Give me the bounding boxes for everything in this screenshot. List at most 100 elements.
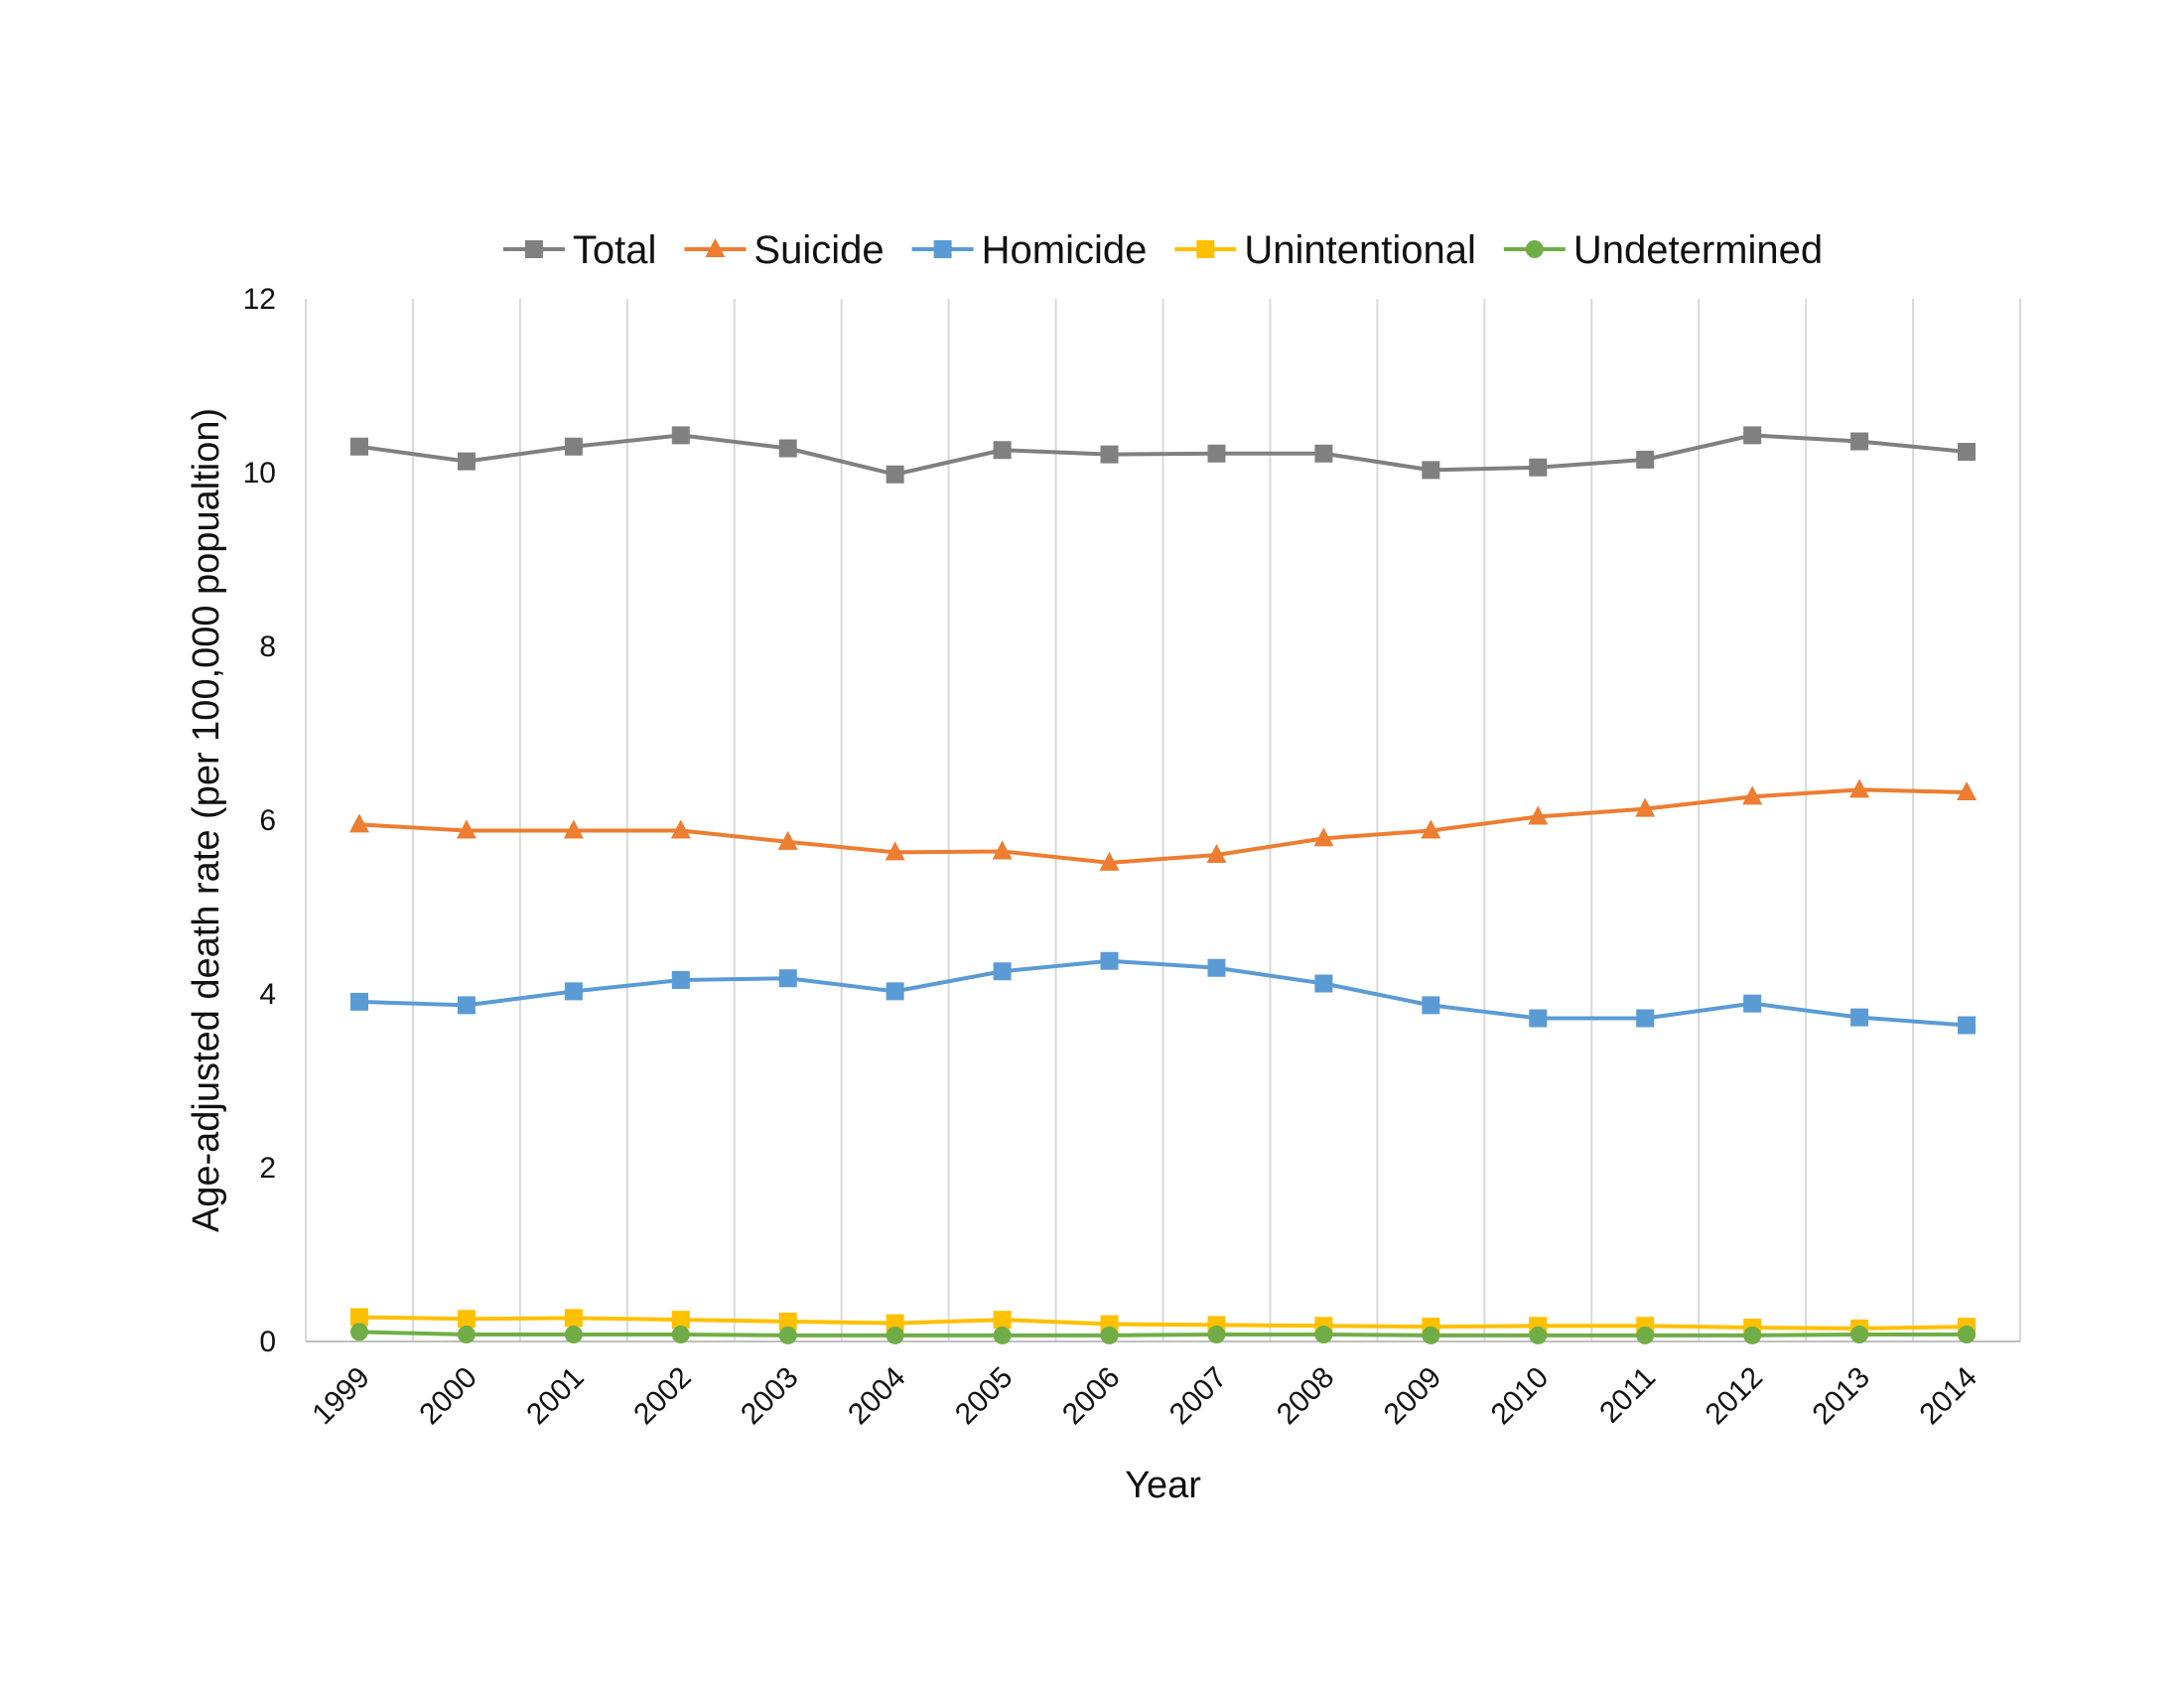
data-point-suicide [992,840,1013,860]
data-point-homicide [778,969,797,988]
data-point-homicide [1100,951,1119,970]
data-point-suicide [563,819,584,839]
series-suicide [348,778,1978,871]
y-tick-label: 0 [259,1326,276,1358]
data-point-homicide [1850,1008,1869,1027]
data-point-total [1529,458,1548,477]
x-tick-label: 2004 [842,1361,912,1432]
series-layer [348,426,1978,1344]
data-point-unintentional [671,1311,690,1330]
legend-label: Undetermined [1573,228,1823,272]
data-point-undetermined [457,1326,476,1343]
data-point-undetermined [886,1326,904,1344]
data-point-homicide [457,996,476,1015]
series-undetermined [349,1323,1977,1344]
legend: Total Suicide Homicide Unintentional Undeter… [502,228,1823,272]
x-tick-label: 2010 [1485,1361,1556,1432]
data-point-suicide [1849,778,1870,798]
data-point-undetermined [1958,1326,1977,1343]
data-point-homicide [886,982,904,1001]
x-tick-label: 2008 [1271,1361,1341,1432]
data-point-undetermined [349,1323,368,1341]
data-point-total [886,465,904,484]
data-point-suicide [1206,844,1227,863]
x-axis-title: Year [1125,1465,1201,1506]
data-point-undetermined [564,1326,583,1343]
data-point-homicide [1958,1016,1977,1035]
legend-item-homicide: Homicide [911,228,1148,272]
data-point-total [1314,444,1333,463]
data-point-homicide [1422,996,1440,1015]
data-point-undetermined [1422,1326,1440,1344]
data-point-total [1850,432,1869,451]
data-point-suicide [1742,785,1763,805]
data-point-total [1636,450,1655,469]
y-tick-label: 4 [259,978,276,1011]
y-axis-title: Age-adjusted death rate (per 100,000 pop… [186,408,227,1232]
x-tick-label: 1999 [306,1361,376,1432]
data-point-suicide [348,813,369,833]
legend-label: Suicide [753,228,884,272]
x-tick-label: 2003 [735,1361,805,1432]
data-point-undetermined [1100,1326,1119,1344]
data-point-undetermined [778,1326,797,1344]
data-point-unintentional [564,1309,583,1328]
x-tick-label: 2007 [1163,1361,1234,1432]
data-point-total [1100,445,1119,464]
data-point-suicide [1313,827,1334,847]
y-tick-label: 2 [259,1152,276,1185]
data-point-suicide [670,819,691,839]
legend-marker-homicide [933,240,952,258]
series-line-unintentional [358,1315,1968,1331]
x-tick-label: 2002 [627,1361,698,1432]
data-point-total [993,441,1012,460]
data-point-total [349,437,368,456]
data-point-homicide [1636,1009,1655,1028]
data-point-total [671,426,690,445]
data-point-unintentional [349,1308,368,1327]
legend-item-undetermined: Undetermined [1503,228,1823,272]
legend-marker-total [524,240,543,258]
data-point-undetermined [1529,1326,1548,1344]
series-total [349,426,1977,484]
data-point-unintentional [457,1310,476,1329]
legend-label: Unintentional [1244,228,1476,272]
data-point-suicide [885,841,905,861]
data-point-total [564,437,583,456]
data-point-total [457,452,476,471]
legend-item-suicide: Suicide [684,228,885,272]
data-point-total [778,439,797,458]
data-point-homicide [993,962,1012,981]
data-point-undetermined [1743,1326,1762,1344]
data-point-homicide [1743,994,1762,1013]
x-tick-label: 2014 [1913,1361,1983,1432]
data-point-undetermined [1636,1326,1655,1344]
data-point-undetermined [1314,1326,1333,1343]
data-point-homicide [349,992,368,1011]
series-line-total [358,433,1968,477]
data-point-undetermined [1207,1326,1226,1343]
data-point-undetermined [1850,1326,1869,1343]
data-point-unintentional [778,1312,797,1331]
data-point-suicide [1957,781,1978,800]
x-tick-label: 2013 [1807,1361,1877,1432]
data-point-suicide [456,819,477,839]
x-tick-label: 2011 [1593,1361,1662,1430]
data-point-suicide [1528,805,1549,825]
data-point-total [1743,426,1762,445]
data-point-homicide [564,982,583,1001]
data-point-unintentional [993,1311,1012,1330]
data-point-suicide [1421,819,1441,839]
series-line-undetermined [358,1330,1968,1337]
legend-label: Homicide [982,228,1148,272]
data-point-suicide [1635,797,1656,817]
y-tick-label: 10 [243,457,276,490]
x-tick-label: 2005 [949,1361,1020,1432]
x-tick-label: 2001 [520,1361,591,1432]
y-tick-label: 8 [259,631,276,663]
data-point-homicide [1529,1009,1548,1028]
series-line-homicide [358,958,1968,1028]
data-point-undetermined [671,1326,690,1343]
